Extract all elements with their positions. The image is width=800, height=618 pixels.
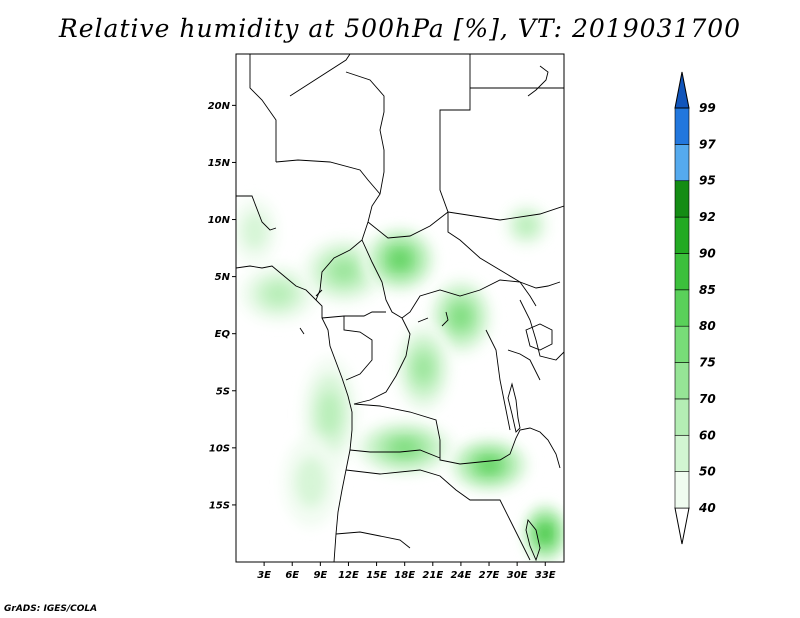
lat-tick-label: 15N (208, 158, 231, 169)
lon-tick-label: 18E (394, 570, 415, 581)
lake (525, 323, 553, 351)
lon-tick-label: 33E (535, 570, 556, 581)
humidity-blob (263, 282, 293, 305)
colorbar-label: 50 (699, 465, 716, 479)
humidity-blob (480, 459, 498, 471)
map-axes: 20N 15N 10N 5N EQ 5S 10S 15S 3E 6E 9E 12E 15E 18E 21E 2… (208, 101, 556, 581)
coastline (236, 265, 353, 562)
lat-tick-label: 10N (208, 215, 231, 226)
lon-tick-label: 21E (422, 570, 443, 581)
colorbar-label: 99 (699, 101, 716, 115)
colorbar-over-triangle (674, 71, 690, 109)
humidity-blob (392, 252, 408, 267)
border (321, 311, 386, 319)
colorbar: 40 50 60 70 75 80 85 90 92 95 97 99 (674, 71, 716, 545)
border (343, 316, 373, 381)
lon-tick-label: 9E (313, 570, 327, 581)
credit-label: GrADS: IGES/COLA (4, 604, 98, 614)
border (367, 211, 449, 239)
humidity-blob (319, 392, 341, 436)
border (361, 239, 521, 319)
coastline (527, 65, 549, 97)
colorbar-label: 70 (699, 392, 716, 406)
humidity-blob (517, 216, 536, 234)
humidity-field (236, 196, 564, 562)
colorbar-segment (674, 434, 690, 472)
lon-tick-label: 6E (285, 570, 299, 581)
border (485, 329, 511, 431)
colorbar-segment (674, 325, 690, 363)
humidity-blob (331, 261, 356, 281)
colorbar-segment (674, 107, 690, 145)
humidity-blob (415, 354, 432, 381)
lon-tick-label: 15E (366, 570, 387, 581)
lat-tick-label: 15S (209, 500, 230, 511)
lake (507, 382, 521, 433)
border (519, 299, 564, 361)
colorbar-label: 40 (698, 501, 716, 515)
colorbar-label: 95 (699, 174, 716, 188)
border (519, 281, 537, 307)
lat-tick-label: 20N (208, 101, 231, 112)
map-title: Relative humidity at 500hPa [%], VT: 201… (58, 14, 742, 43)
colorbar-segment (674, 180, 690, 218)
lat-tick-label: 5N (215, 272, 231, 283)
humidity-blob (541, 528, 550, 539)
river (299, 289, 449, 335)
lon-tick-label: 24E (451, 570, 472, 581)
colorbar-label: 75 (699, 356, 716, 370)
lat-tick-label: 10S (209, 443, 230, 454)
border (345, 469, 531, 561)
colorbar-label: 97 (699, 137, 716, 151)
border (335, 531, 411, 549)
humidity-blob (392, 441, 417, 455)
humidity-blob (295, 457, 327, 507)
border (275, 159, 381, 301)
lon-tick-label: 3E (257, 570, 271, 581)
colorbar-label: 85 (699, 283, 716, 297)
border (447, 205, 564, 221)
border (349, 449, 441, 459)
border (507, 349, 541, 381)
colorbar-segment (674, 362, 690, 400)
colorbar-under-triangle (674, 507, 690, 545)
colorbar-segment (674, 289, 690, 327)
colorbar-segment (674, 216, 690, 254)
humidity-blob (241, 212, 268, 250)
lon-tick-label: 27E (479, 570, 500, 581)
lake (525, 518, 541, 562)
lon-tick-label: 12E (338, 570, 359, 581)
colorbar-label: 60 (699, 428, 716, 442)
border (289, 54, 351, 97)
lat-tick-label: 5S (216, 386, 230, 397)
country-borders (236, 54, 564, 562)
colorbar-label: 80 (699, 319, 716, 333)
border (236, 195, 277, 231)
colorbar-segment (674, 144, 690, 182)
lat-tick-label: EQ (215, 329, 231, 340)
humidity-blob (453, 307, 469, 326)
map-frame (235, 53, 565, 563)
lon-tick-label: 30E (507, 570, 528, 581)
border (353, 317, 411, 405)
border (353, 403, 561, 469)
border (439, 54, 561, 289)
colorbar-segment (674, 471, 690, 509)
border (249, 54, 277, 162)
colorbar-segment (674, 253, 690, 291)
colorbar-label: 90 (699, 246, 716, 260)
colorbar-label: 92 (699, 210, 716, 224)
colorbar-segment (674, 398, 690, 436)
border (345, 71, 385, 195)
